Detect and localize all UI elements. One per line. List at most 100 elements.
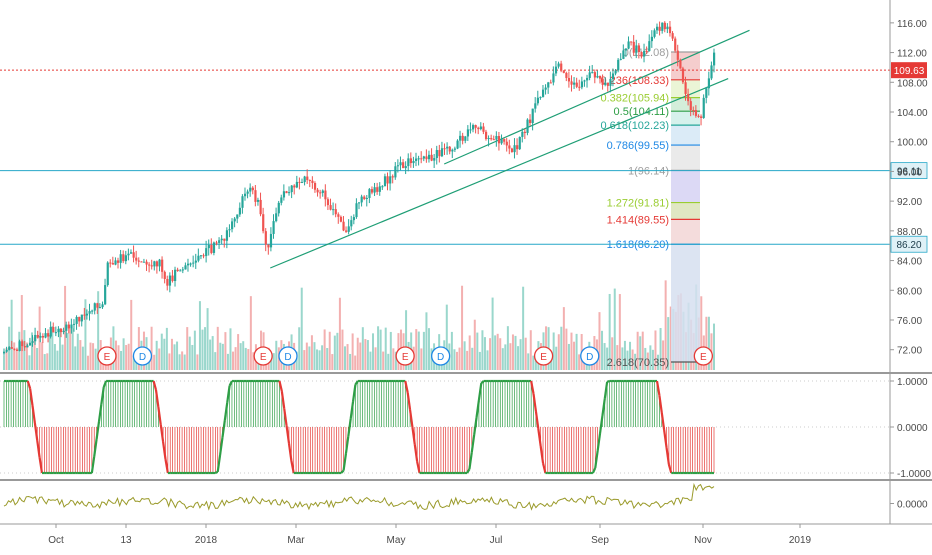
osc-line-segment [475,399,481,418]
candle-body [495,136,498,140]
candle-body [394,166,397,178]
candle-body [650,36,654,42]
volume-bar [176,341,179,370]
osc-line-segment [102,380,108,388]
time-tick-label: Jul [490,535,503,546]
candle-body [668,26,672,34]
candle-body [80,314,83,322]
osc-line-segment [596,433,602,452]
candle-body [303,176,306,183]
volume-bar [214,352,217,370]
volume-bar [494,335,497,370]
candle-body [422,156,425,159]
candle-body [503,139,506,142]
fib-level-label: 0.5(104.11) [614,106,669,118]
volume-bar [669,306,672,370]
volume-bar [64,285,67,370]
volume-bar [349,353,352,370]
candle-body [26,345,29,348]
volume-bar [89,342,92,370]
candle-body [697,115,700,117]
osc-line-segment [534,410,540,429]
osc-line-segment [532,393,537,412]
candle-body [70,324,73,329]
price-tick-label: 72.00 [897,346,922,357]
candle-body [702,97,705,118]
candle-body [611,73,615,80]
candle-body [98,307,102,309]
volume-bar [450,331,453,370]
candle-body [671,33,674,39]
volume-bar [28,355,31,370]
osc-line-segment [413,444,419,462]
volume-bar [550,354,553,370]
osc-line-segment [667,464,673,474]
candle-body [557,63,560,67]
momentum-panel: 0.0000 [3,482,928,511]
osc-line-segment [100,386,105,405]
candle-body [282,191,286,198]
volume-bar [209,339,212,370]
candle-body [586,77,589,81]
time-tick-label: 2018 [195,535,218,546]
osc-line-segment [541,462,547,474]
candle-body [368,189,371,198]
osc-line-segment [344,436,350,454]
candle-body [28,342,32,346]
volume-bar [275,340,278,370]
candle-body [8,347,11,350]
candle-body [140,261,143,263]
candle-body [150,265,153,267]
candle-body [249,187,252,192]
volume-bar [30,332,33,370]
price-tick-label: 76.00 [897,316,922,327]
osc-line-segment [468,452,473,470]
candle-body [288,192,291,194]
event-marker [533,346,554,366]
trendline-channel-upper [443,29,750,165]
price-tick-label: 88.00 [897,227,922,238]
volume-bar [570,332,573,370]
volume-bar [86,355,89,370]
candle-body [83,314,86,316]
volume-bar [606,347,609,370]
volume-bar [298,327,301,370]
level-price-tag [890,235,928,253]
candle-body [189,263,192,265]
volume-bar [463,341,466,370]
time-tick-label: May [387,535,406,546]
candle-body [689,101,692,110]
volume-bar [313,342,316,370]
volume-bar [601,330,604,370]
volume-bar [626,350,629,370]
volume-bar [160,333,163,370]
candle-body [653,30,656,37]
last-price-label: 109.63 [894,66,925,77]
candle-body [692,109,695,111]
osc-line-segment [539,445,545,464]
candle-body [313,182,317,190]
candle-body [337,214,340,217]
candle-body [225,230,229,241]
volume-bar [649,345,652,370]
candle-body [438,150,441,157]
candle-body [433,158,436,161]
volume-bar [522,286,525,370]
candle-body [197,255,200,261]
volume-bar [473,319,476,370]
osc-line-segment [537,428,542,447]
fib-zone [671,219,700,245]
volume-bar [308,346,311,370]
candle-body [373,187,376,193]
candle-body [484,131,488,140]
volume-bar [427,328,430,370]
candle-body [3,351,6,354]
osc-line-segment [603,381,609,399]
candle-body [710,65,713,79]
osc-tick-label: 0.0000 [897,423,928,434]
mom-tick-label: 0.0000 [897,500,928,511]
candle-body [145,261,148,265]
event-marker-label: E [104,352,111,363]
volume-bar [631,349,634,370]
volume-bar [326,348,329,370]
